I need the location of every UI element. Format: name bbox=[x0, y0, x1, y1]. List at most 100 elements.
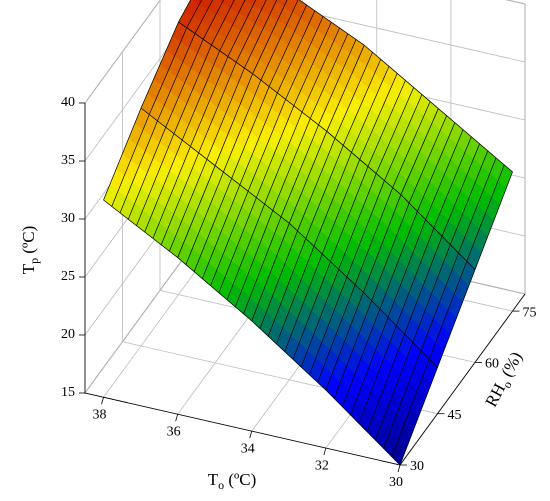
axis-line bbox=[84, 392, 401, 466]
mesh-line bbox=[198, 62, 237, 154]
mesh-line bbox=[234, 210, 274, 307]
mesh-line bbox=[252, 0, 288, 74]
mesh-line bbox=[210, 191, 249, 286]
mesh-line bbox=[165, 39, 204, 128]
mesh-line bbox=[127, 127, 167, 220]
mesh-line bbox=[313, 152, 352, 247]
mesh-line bbox=[244, 0, 278, 69]
mesh-edge bbox=[251, 320, 327, 391]
axis-line bbox=[399, 293, 526, 466]
mesh-line bbox=[280, 124, 319, 217]
mesh-line bbox=[193, 178, 232, 272]
mesh-line bbox=[449, 150, 489, 245]
tick-mark bbox=[397, 464, 401, 473]
mesh-line bbox=[160, 152, 200, 245]
mesh-line bbox=[437, 269, 476, 368]
mesh-edge bbox=[252, 73, 327, 132]
mesh-line bbox=[227, 0, 257, 57]
mesh-line bbox=[169, 159, 208, 252]
mesh-line bbox=[243, 216, 282, 315]
mesh-line bbox=[474, 171, 513, 270]
mesh-edge bbox=[289, 222, 364, 293]
mesh-line bbox=[288, 131, 328, 224]
tick-mark bbox=[175, 414, 179, 422]
mesh-line bbox=[428, 261, 468, 360]
mesh-line bbox=[384, 94, 423, 181]
x-tick-label: 30 bbox=[389, 475, 403, 490]
mesh-line bbox=[218, 197, 257, 293]
mesh-line bbox=[206, 67, 245, 160]
mesh-line bbox=[231, 86, 270, 179]
mesh-line bbox=[383, 350, 422, 449]
mesh-line bbox=[366, 333, 405, 432]
z-label-unit: (ºC) bbox=[19, 226, 38, 258]
z-tick-label: 25 bbox=[61, 269, 75, 284]
mesh-line bbox=[375, 87, 414, 174]
mesh-line bbox=[190, 56, 229, 147]
mesh-line bbox=[260, 0, 299, 81]
grid-line bbox=[84, 0, 161, 104]
mesh-line bbox=[140, 21, 179, 109]
mesh-line bbox=[214, 73, 253, 166]
mesh-line bbox=[148, 27, 188, 115]
mesh-line bbox=[136, 133, 175, 226]
mesh-line bbox=[300, 269, 340, 368]
mesh-line bbox=[391, 358, 430, 457]
mesh-line bbox=[219, 0, 246, 51]
mesh-line bbox=[354, 187, 393, 285]
mesh-line bbox=[144, 139, 183, 233]
mesh-edge bbox=[140, 107, 216, 166]
mesh-edge bbox=[400, 194, 476, 270]
mesh-line bbox=[226, 203, 265, 300]
x-label-unit: (ºC) bbox=[224, 470, 256, 489]
mesh-line bbox=[194, 0, 214, 34]
mesh-line bbox=[173, 44, 212, 134]
mesh-line bbox=[342, 308, 381, 407]
mesh-edge bbox=[177, 257, 252, 322]
mesh-line bbox=[400, 108, 439, 195]
mesh-line bbox=[276, 246, 315, 345]
mesh-line bbox=[292, 261, 331, 360]
mesh-line bbox=[309, 33, 349, 119]
x-axis-label: To (ºC) bbox=[208, 470, 257, 492]
x-label-main: T bbox=[208, 470, 219, 489]
z-tick-label: 30 bbox=[61, 211, 75, 226]
mesh-line bbox=[420, 252, 459, 351]
mesh-line bbox=[284, 253, 323, 352]
z-label-sub: p bbox=[27, 258, 41, 264]
mesh-line bbox=[342, 59, 382, 146]
mesh-line bbox=[321, 159, 361, 255]
mesh-line bbox=[330, 166, 369, 262]
mesh-line bbox=[392, 101, 431, 188]
mesh-edge bbox=[298, 0, 365, 46]
z-tick-label: 20 bbox=[61, 327, 75, 342]
mesh-line bbox=[458, 157, 497, 254]
mesh-line bbox=[367, 80, 406, 167]
mesh-line bbox=[408, 115, 447, 204]
mesh-line bbox=[318, 39, 357, 126]
mesh-line bbox=[103, 108, 142, 201]
mesh-line bbox=[305, 145, 344, 239]
mesh-line bbox=[185, 171, 224, 265]
mesh-edge bbox=[178, 21, 253, 75]
mesh-line bbox=[387, 219, 426, 318]
mesh-line bbox=[111, 114, 150, 207]
x-label-sub: o bbox=[218, 478, 224, 492]
mesh-line bbox=[338, 173, 377, 270]
mesh-line bbox=[297, 138, 336, 232]
mesh-line bbox=[177, 165, 216, 258]
mesh-line bbox=[433, 136, 472, 229]
y-tick-label: 45 bbox=[448, 408, 462, 423]
mesh-line bbox=[399, 367, 438, 466]
z-tick-label: 40 bbox=[61, 95, 75, 110]
mesh-line bbox=[359, 73, 398, 160]
mesh-line bbox=[235, 0, 267, 63]
mesh-line bbox=[181, 50, 221, 141]
x-tick-label: 38 bbox=[93, 407, 107, 422]
mesh-line bbox=[404, 236, 443, 335]
mesh-line bbox=[272, 118, 311, 211]
mesh-line bbox=[119, 120, 158, 213]
z-tick-label: 35 bbox=[61, 153, 75, 168]
z-axis-label: Tp (ºC) bbox=[19, 226, 41, 275]
mesh-edge bbox=[363, 292, 438, 368]
